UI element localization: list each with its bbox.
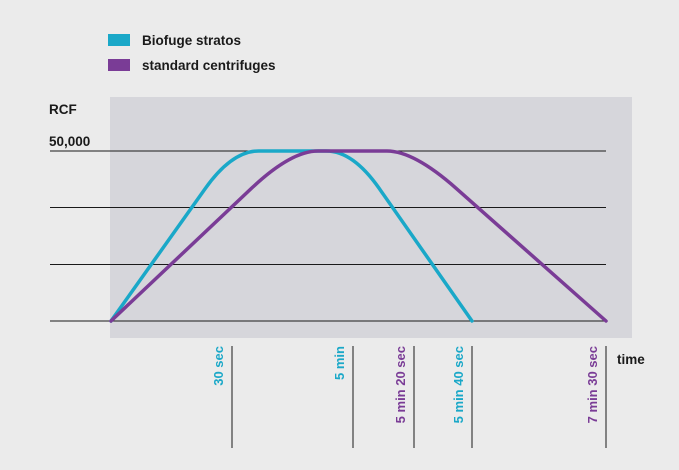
legend-swatch-standard-centrifuges	[108, 59, 130, 71]
legend-swatch-biofuge-stratos	[108, 34, 130, 46]
x-tick-label-1: 5 min	[332, 346, 347, 380]
y-axis-label: RCF	[49, 102, 77, 117]
x-tick-label-2: 5 min 20 sec	[393, 346, 408, 423]
legend-label-standard-centrifuges: standard centrifuges	[142, 58, 276, 73]
legend-label-biofuge-stratos: Biofuge stratos	[142, 33, 241, 48]
y-tick-label-max: 50,000	[49, 134, 90, 149]
x-tick-label-4: 7 min 30 sec	[585, 346, 600, 423]
x-tick-label-3: 5 min 40 sec	[451, 346, 466, 423]
x-axis-label: time	[617, 352, 645, 367]
series-line-standard-centrifuges	[109, 149, 608, 323]
plot-area	[110, 97, 632, 338]
x-tick-label-0: 30 sec	[211, 346, 226, 386]
series-line-biofuge-stratos	[109, 149, 474, 323]
